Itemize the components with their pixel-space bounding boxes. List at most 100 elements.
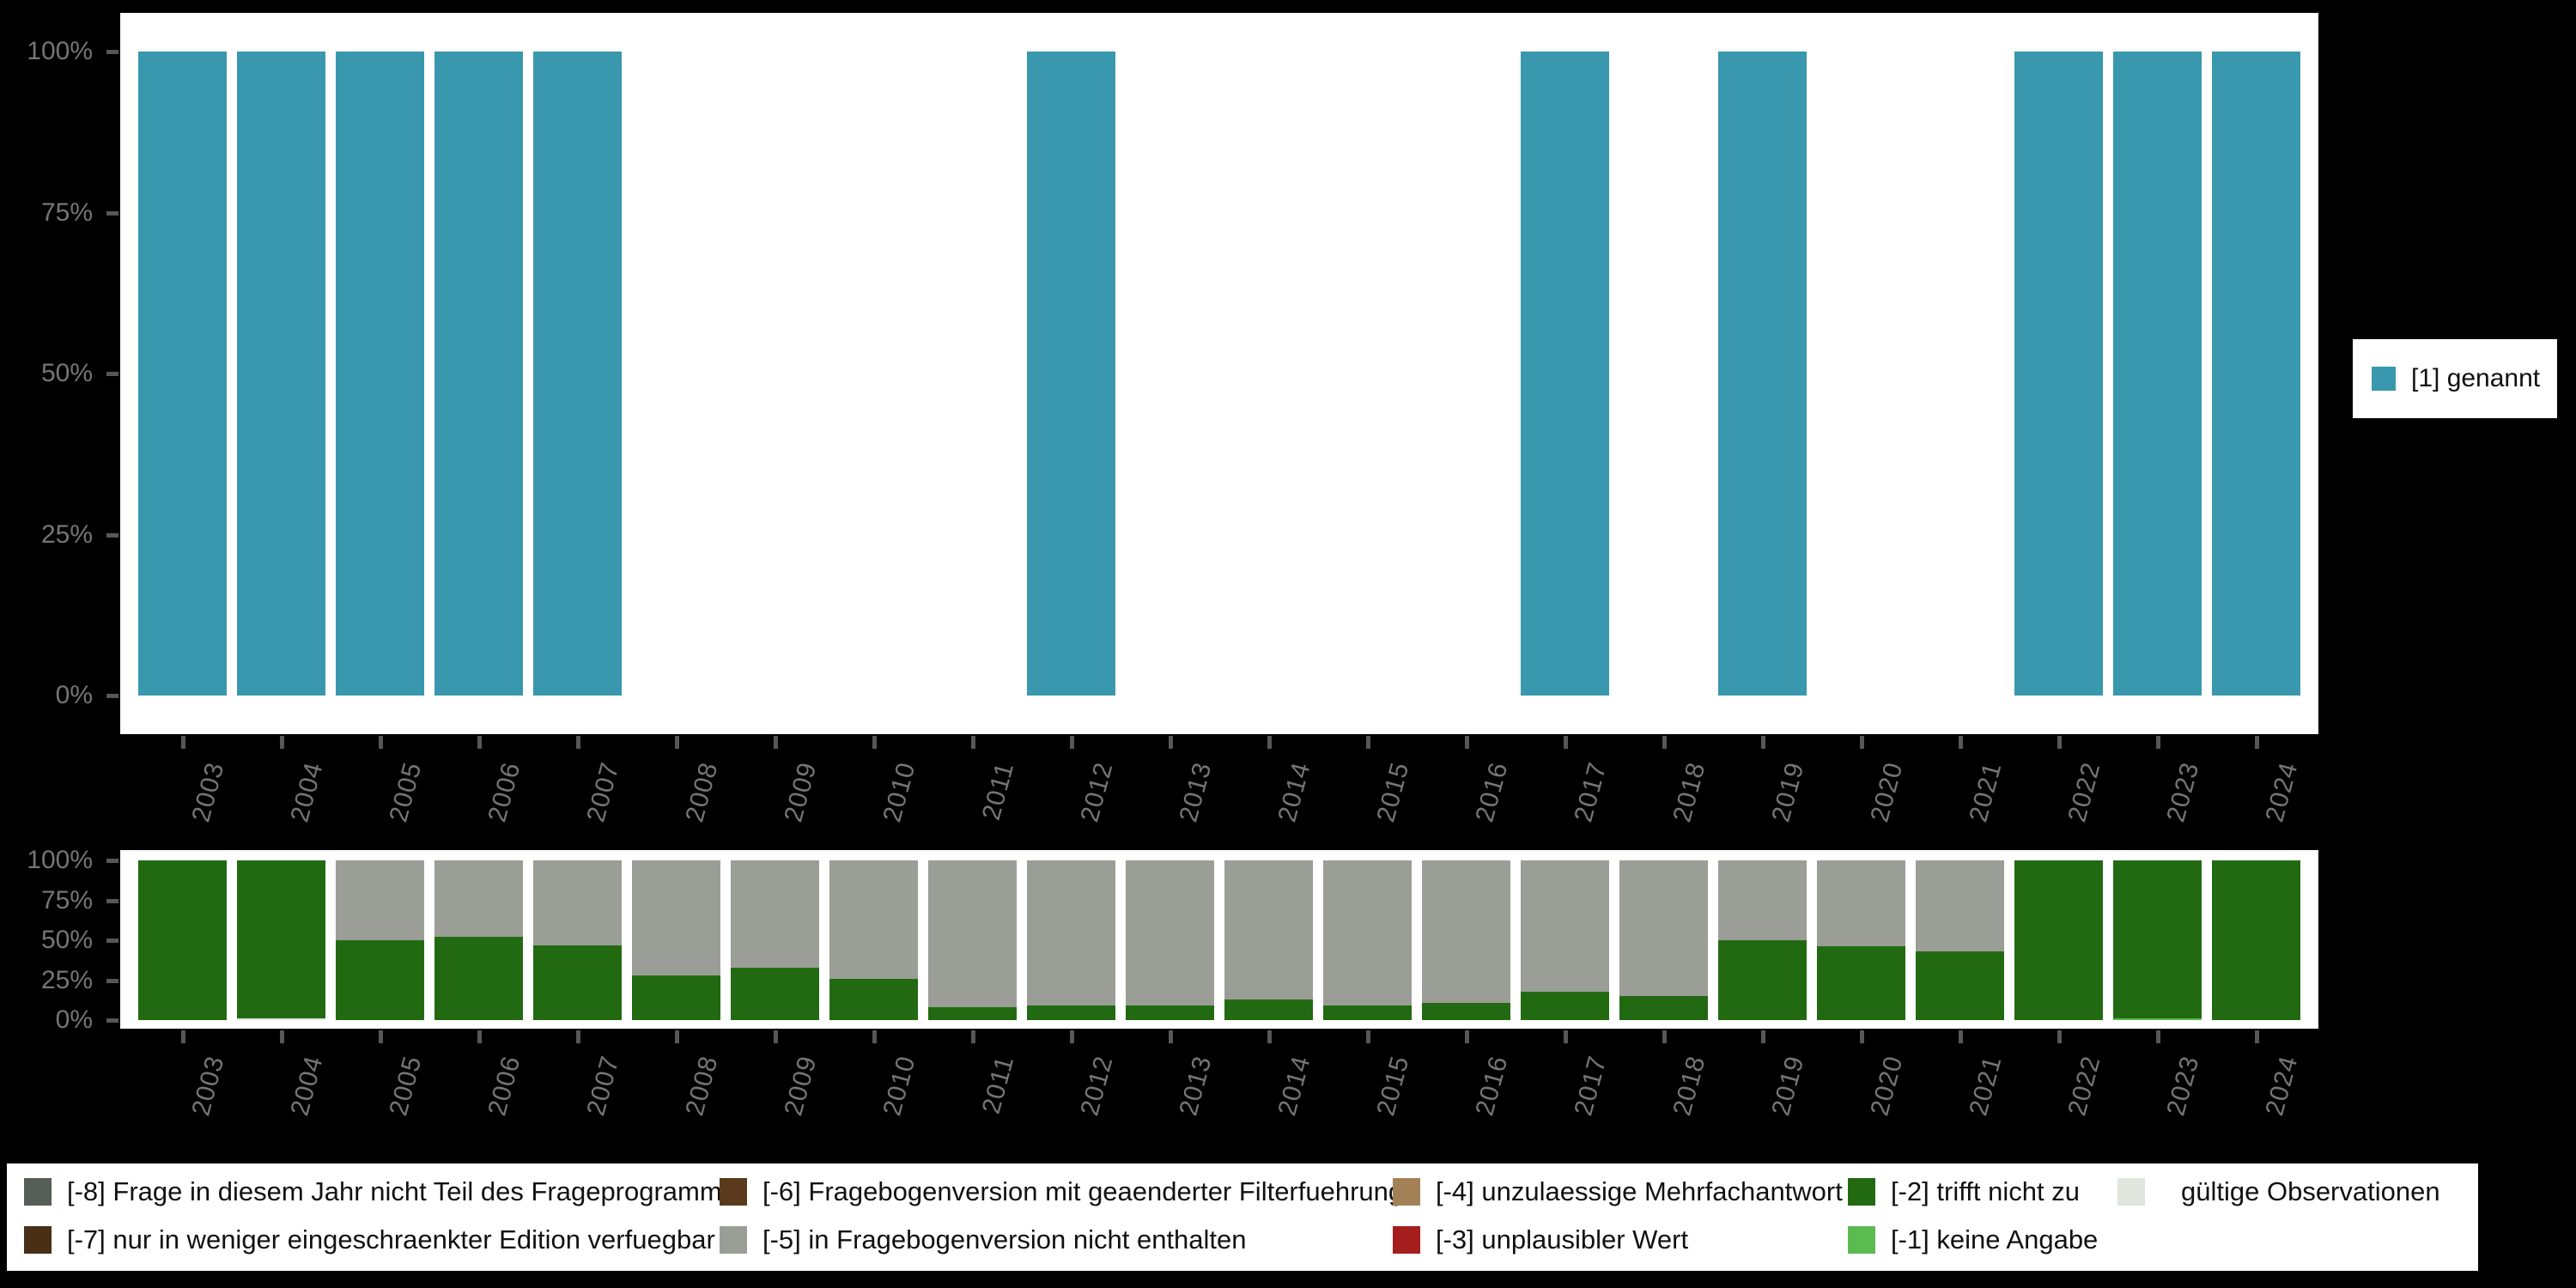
x-tick-label-2017-1: 2017	[1569, 1053, 1613, 1119]
x-tick-2022-1	[2057, 1030, 2062, 1043]
x-tick-label-2010-1: 2010	[878, 1053, 921, 1119]
x-tick-2013-0	[1168, 736, 1173, 749]
y-tick-100-0	[106, 50, 118, 54]
y-tick-label-100-0: 100%	[27, 37, 93, 65]
x-tick-2021-1	[1958, 1030, 1963, 1043]
bar-2015-5-in-Fragebogenversion-nicht-enthalten	[1322, 860, 1413, 1006]
bar-2023-1-keine-Angabe	[2112, 1018, 2202, 1020]
x-tick-label-2003-0: 2003	[186, 759, 230, 825]
legend-swatch-4	[1393, 1178, 1420, 1206]
bar-2016-2-trifft-nicht-zu	[1421, 1002, 1511, 1020]
bar-2013-5-in-Fragebogenversion-nicht-enthalten	[1125, 860, 1215, 1006]
bar-2017-1-genannt	[1520, 52, 1610, 696]
bar-2024-2-trifft-nicht-zu	[2211, 860, 2301, 1020]
bar-2006-1-genannt	[434, 52, 524, 696]
x-tick-label-2015-0: 2015	[1371, 759, 1415, 825]
x-tick-label-2020-0: 2020	[1865, 759, 1909, 825]
x-tick-2003-0	[180, 736, 185, 749]
x-tick-label-2014-0: 2014	[1273, 759, 1316, 825]
y-tick-25-0	[106, 532, 118, 538]
legend-label-1: [-7] nur in weniger eingeschraenkter Edi…	[67, 1224, 715, 1255]
x-tick-label-2021-1: 2021	[1964, 1053, 2008, 1119]
y-tick-75-0	[106, 210, 118, 216]
x-tick-2012-0	[1069, 736, 1074, 749]
x-tick-2024-1	[2254, 1030, 2259, 1043]
x-tick-2010-0	[872, 736, 877, 749]
x-tick-label-2024-0: 2024	[2260, 759, 2304, 825]
x-tick-2010-1	[872, 1030, 877, 1043]
y-tick-100-1	[106, 859, 118, 863]
bar-2011-5-in-Fragebogenversion-nicht-enthalten	[927, 860, 1018, 1008]
x-tick-label-2020-1: 2020	[1865, 1053, 1909, 1119]
x-tick-2023-1	[2155, 1030, 2160, 1043]
x-tick-2014-1	[1267, 1030, 1272, 1043]
legend-label-8: gültige Observationen	[2181, 1176, 2440, 1206]
bar-2012-5-in-Fragebogenversion-nicht-enthalten	[1026, 860, 1116, 1006]
y-tick-0-1	[106, 1018, 118, 1023]
bar-2017-5-in-Fragebogenversion-nicht-enthalten	[1520, 860, 1610, 992]
x-tick-2022-0	[2057, 736, 2062, 749]
x-tick-label-2012-0: 2012	[1075, 759, 1119, 825]
legend-label-3: [-5] in Fragebogenversion nicht enthalte…	[762, 1224, 1247, 1255]
y-tick-50-1	[106, 939, 118, 943]
bar-2020-2-trifft-nicht-zu	[1816, 946, 1906, 1020]
x-tick-label-2024-1: 2024	[2260, 1053, 2304, 1119]
x-tick-label-2007-1: 2007	[581, 1053, 625, 1119]
x-tick-2003-1	[180, 1030, 185, 1043]
bar-2008-2-trifft-nicht-zu	[631, 975, 721, 1020]
bar-2012-2-trifft-nicht-zu	[1026, 1005, 1116, 1020]
legend-swatch-1	[1848, 1226, 1875, 1254]
legend-swatch-3	[1393, 1226, 1420, 1254]
x-tick-label-2023-1: 2023	[2161, 1053, 2205, 1119]
x-tick-2011-0	[970, 736, 975, 749]
bar-2011-2-trifft-nicht-zu	[927, 1007, 1018, 1020]
x-tick-label-2021-0: 2021	[1964, 759, 2008, 825]
x-tick-2014-0	[1267, 736, 1272, 749]
missing-codes-legend: [-8] Frage in diesem Jahr nicht Teil des…	[7, 1163, 2478, 1271]
y-tick-0-0	[106, 694, 118, 698]
legend-label-4: [-4] unzulaessige Mehrfachantwort	[1436, 1176, 1843, 1206]
x-tick-2006-0	[477, 736, 482, 749]
x-tick-label-2003-1: 2003	[186, 1053, 230, 1119]
bar-2021-2-trifft-nicht-zu	[1915, 951, 2005, 1020]
x-tick-2015-0	[1365, 736, 1370, 749]
x-tick-label-2006-1: 2006	[483, 1053, 526, 1119]
x-tick-2018-0	[1662, 736, 1667, 749]
x-tick-2016-1	[1464, 1030, 1469, 1043]
x-tick-label-2006-0: 2006	[483, 759, 526, 825]
y-tick-label-50-1: 50%	[40, 926, 93, 954]
bar-2006-5-in-Fragebogenversion-nicht-enthalten	[434, 860, 524, 938]
x-tick-label-2022-0: 2022	[2063, 759, 2106, 825]
bar-2004-1-genannt	[236, 52, 326, 696]
bar-2009-2-trifft-nicht-zu	[730, 967, 820, 1020]
bar-2022-1-genannt	[2014, 52, 2104, 696]
legend-label-6: [-2] trifft nicht zu	[1891, 1176, 2080, 1206]
x-tick-label-2019-0: 2019	[1766, 759, 1810, 825]
bar-2019-1-genannt	[1717, 52, 1807, 696]
bar-2019-2-trifft-nicht-zu	[1717, 940, 1807, 1020]
x-tick-label-2007-0: 2007	[581, 759, 625, 825]
y-tick-label-50-0: 50%	[40, 359, 93, 387]
x-tick-2020-1	[1859, 1030, 1864, 1043]
bar-2008-5-in-Fragebogenversion-nicht-enthalten	[631, 860, 721, 975]
x-tick-2004-1	[279, 1030, 284, 1043]
x-tick-label-2011-0: 2011	[976, 759, 1020, 823]
x-tick-2005-1	[378, 1030, 383, 1043]
x-tick-2013-1	[1168, 1030, 1173, 1043]
x-tick-label-2014-1: 2014	[1273, 1053, 1316, 1119]
x-tick-label-2011-1: 2011	[976, 1053, 1020, 1117]
bar-2007-5-in-Fragebogenversion-nicht-enthalten	[532, 860, 623, 945]
y-tick-label-25-1: 25%	[40, 965, 93, 994]
legend-label-5: [-3] unplausibler Wert	[1436, 1224, 1689, 1255]
x-tick-2004-0	[279, 736, 284, 749]
x-tick-label-2005-0: 2005	[384, 759, 428, 825]
bar-2020-5-in-Fragebogenversion-nicht-enthalten	[1816, 860, 1906, 947]
bar-2004-2-trifft-nicht-zu	[236, 860, 326, 1019]
x-tick-label-2019-1: 2019	[1766, 1053, 1810, 1119]
bar-2016-5-in-Fragebogenversion-nicht-enthalten	[1421, 860, 1511, 1003]
bar-2005-1-genannt	[335, 52, 425, 696]
x-tick-2007-1	[575, 1030, 580, 1043]
bar-2004-g-ltige-Observationen	[236, 1018, 326, 1020]
x-tick-2020-0	[1859, 736, 1864, 749]
bar-2007-1-genannt	[532, 52, 623, 696]
